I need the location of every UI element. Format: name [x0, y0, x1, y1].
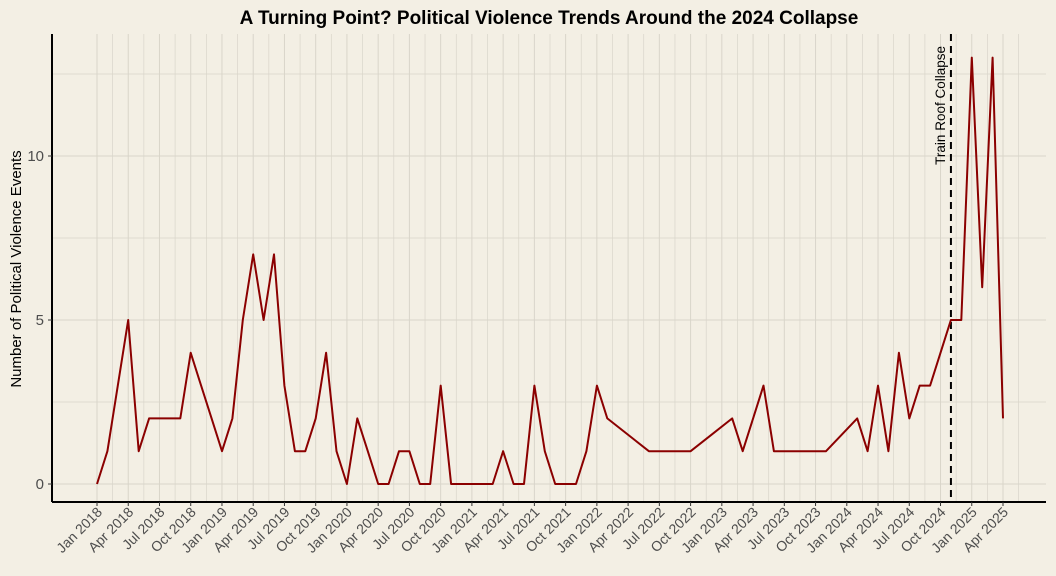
gridlines — [52, 34, 1046, 502]
y-tick-label: 10 — [27, 148, 44, 165]
y-tick-labels: 0 5 10 — [27, 148, 52, 493]
y-tick-label: 5 — [36, 312, 44, 329]
annotation-label: Train Roof Collapse — [933, 46, 948, 165]
chart-title: A Turning Point? Political Violence Tren… — [240, 8, 859, 29]
series-group — [96, 56, 1004, 485]
series-line — [96, 56, 1004, 485]
y-axis-label: Number of Political Violence Events — [8, 150, 25, 387]
annotation-group: Train Roof Collapse — [933, 34, 952, 502]
y-tick-label: 0 — [36, 476, 44, 493]
axes — [51, 34, 1046, 503]
